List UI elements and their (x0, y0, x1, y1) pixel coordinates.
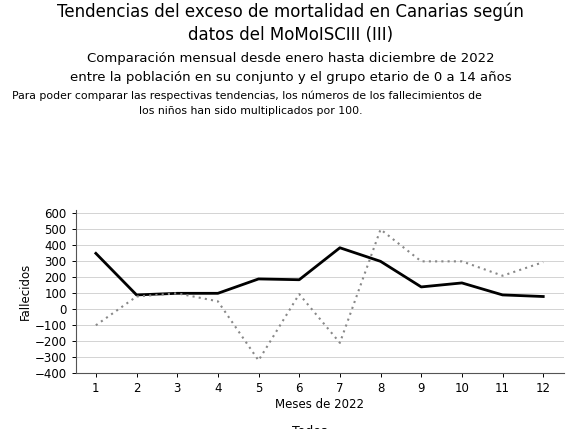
Legend: Todos, 0 – 14 años x 100: Todos, 0 – 14 años x 100 (236, 425, 403, 429)
X-axis label: Meses de 2022: Meses de 2022 (275, 398, 364, 411)
Text: Comparación mensual desde enero hasta diciembre de 2022: Comparación mensual desde enero hasta di… (87, 52, 494, 65)
Y-axis label: Fallecidos: Fallecidos (19, 263, 31, 320)
Text: Tendencias del exceso de mortalidad en Canarias según: Tendencias del exceso de mortalidad en C… (57, 2, 524, 21)
Text: Para poder comparar las respectivas tendencias, los números de los fallecimiento: Para poder comparar las respectivas tend… (12, 90, 482, 100)
Text: los niños han sido multiplicados por 100.: los niños han sido multiplicados por 100… (139, 106, 363, 115)
Text: datos del MoMoISCIII (III): datos del MoMoISCIII (III) (188, 26, 393, 44)
Text: entre la población en su conjunto y el grupo etario de 0 a 14 años: entre la población en su conjunto y el g… (70, 71, 511, 84)
